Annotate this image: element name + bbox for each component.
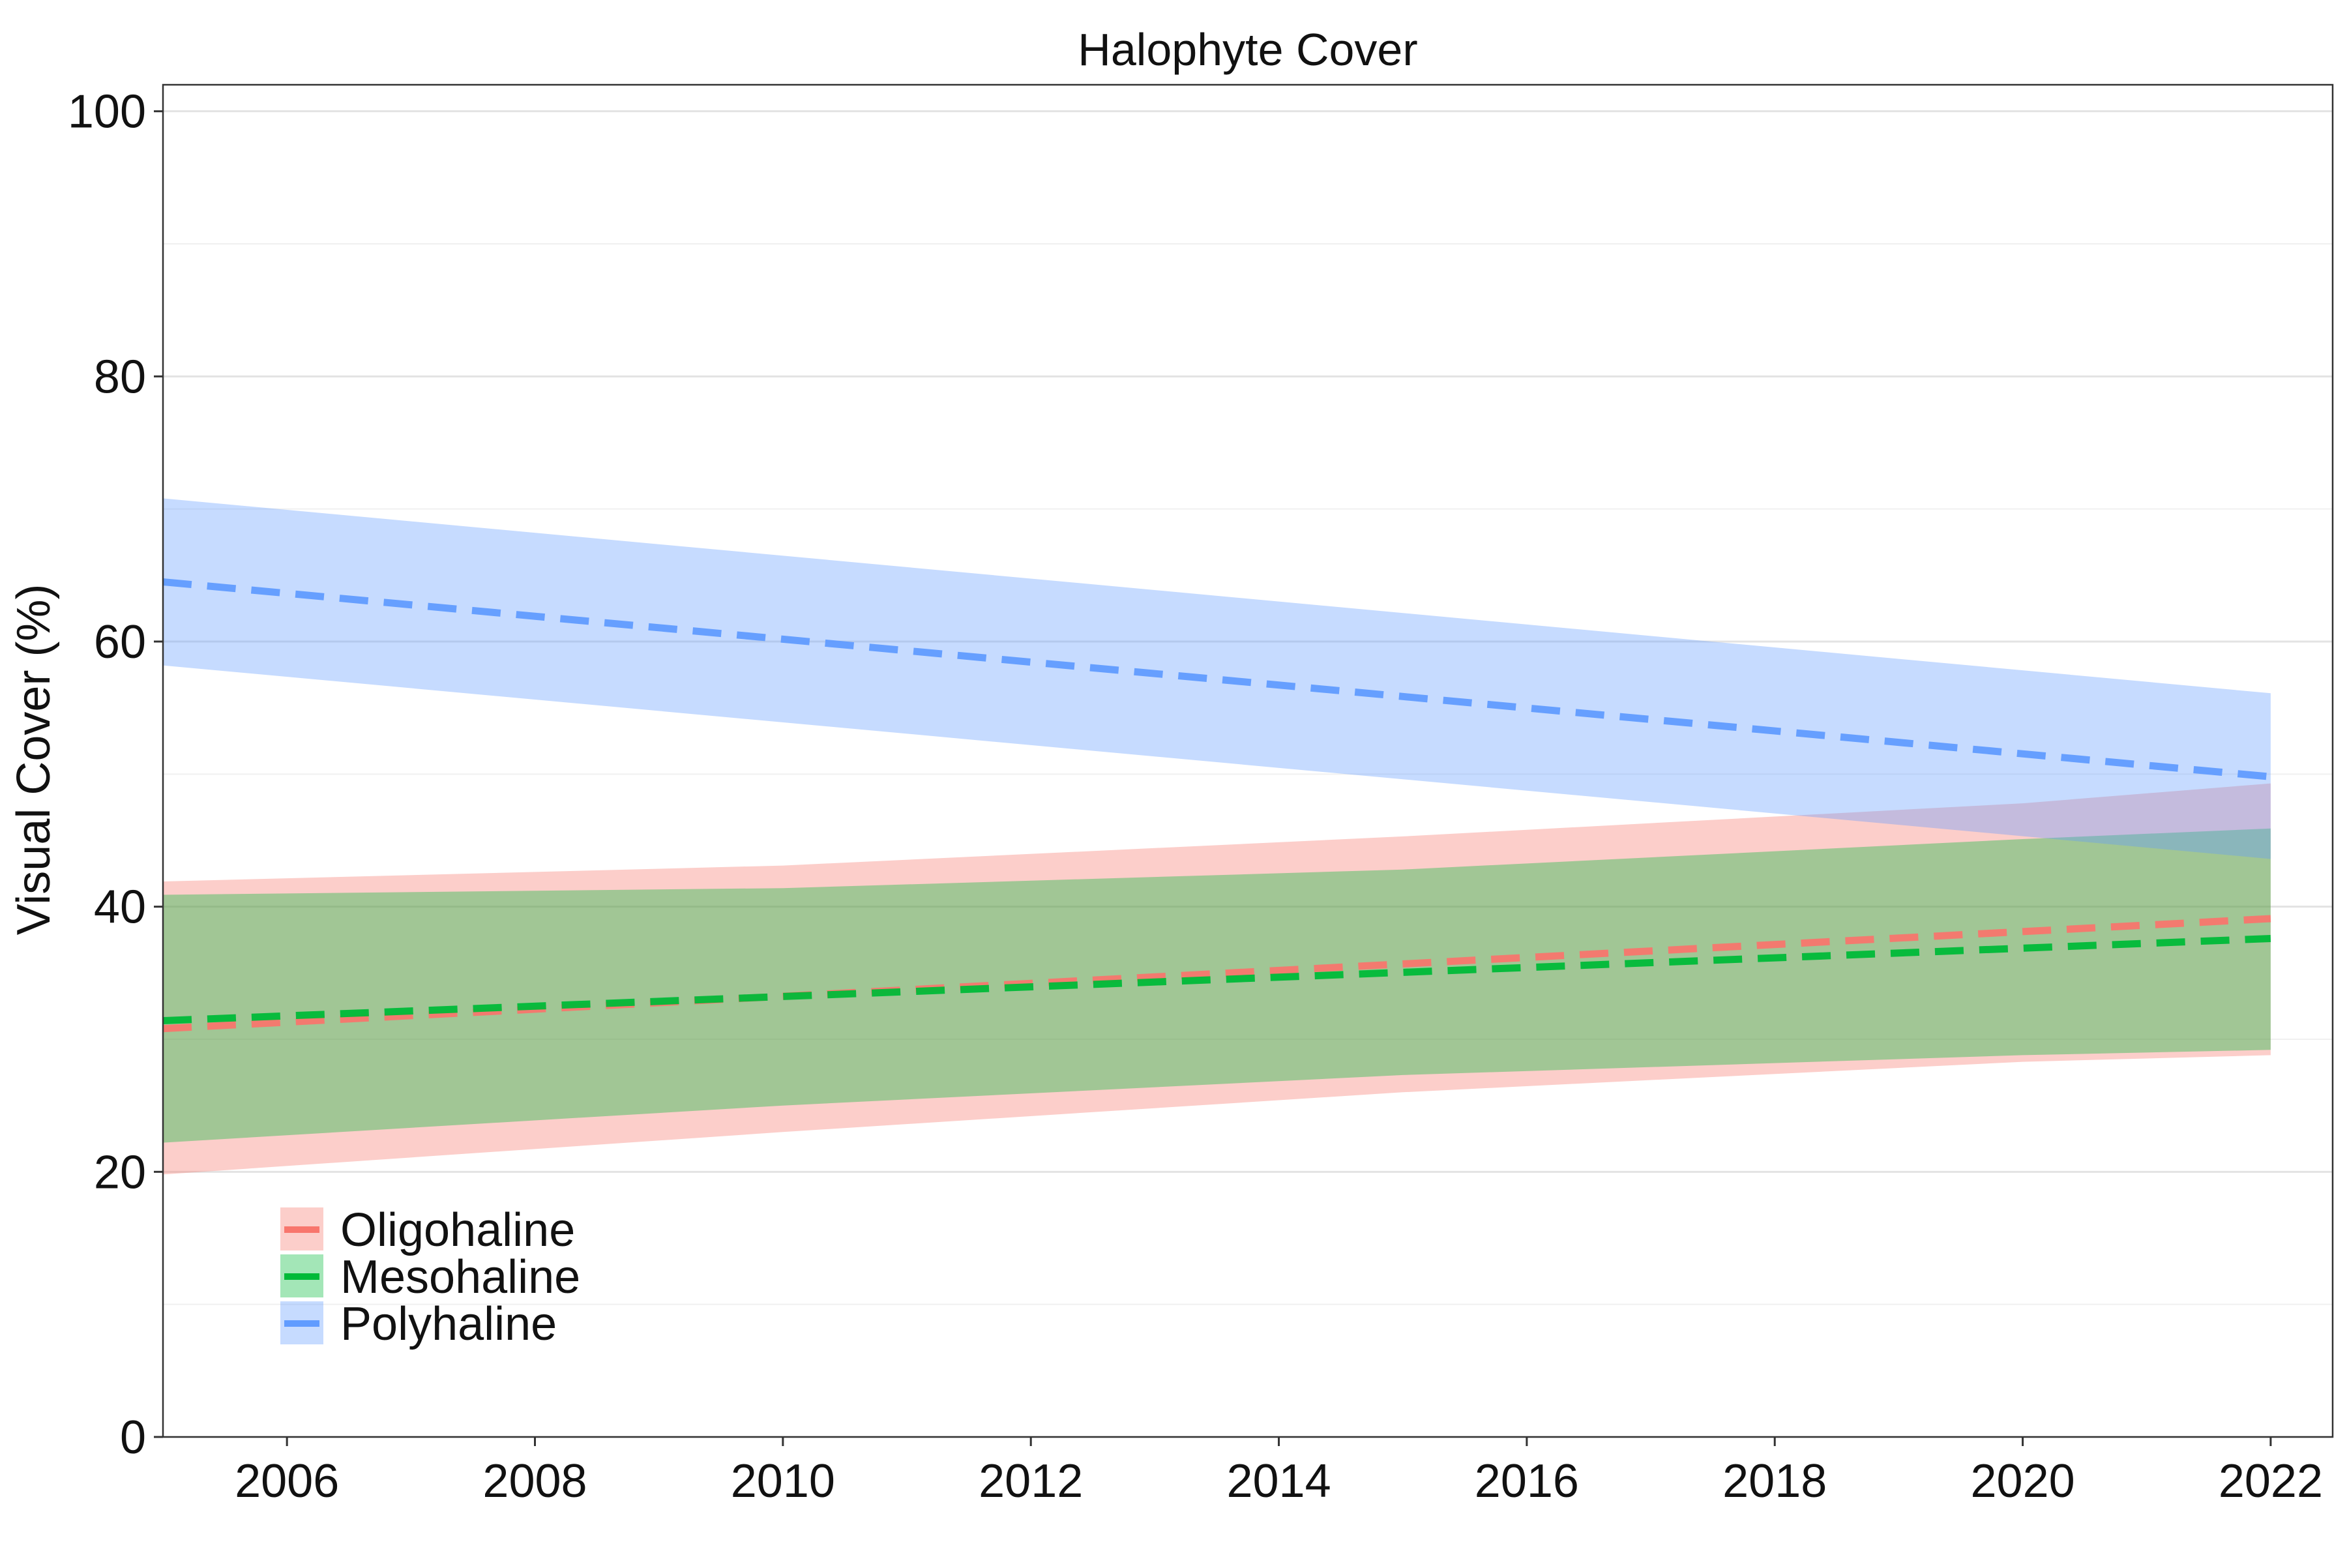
legend-label: Mesohaline [340, 1251, 580, 1303]
y-tick-label: 60 [94, 616, 146, 668]
grid-layer [163, 110, 2333, 1438]
x-tick-label: 2016 [1475, 1455, 1579, 1507]
x-tick-label: 2022 [2219, 1455, 2323, 1507]
legend-item-oligohaline: Oligohaline [280, 1204, 575, 1256]
legend-item-polyhaline: Polyhaline [280, 1298, 557, 1350]
x-tick-label: 2008 [482, 1455, 587, 1507]
x-tick-label: 2020 [1970, 1455, 2074, 1507]
plot-border [162, 83, 2334, 1438]
y-axis-title: Visual Cover (%) [8, 584, 60, 936]
ribbon-polyhaline [163, 498, 2271, 859]
y-tick-label: 80 [94, 351, 146, 403]
legend-label: Polyhaline [340, 1298, 557, 1350]
legend-label: Oligohaline [340, 1204, 575, 1256]
y-tick-label: 20 [94, 1146, 146, 1198]
legend-item-mesohaline: Mesohaline [280, 1251, 580, 1303]
y-tick-label: 100 [68, 86, 146, 138]
y-tick-label: 0 [120, 1412, 146, 1464]
x-tick-label: 2014 [1226, 1455, 1331, 1507]
x-tick-label: 2006 [235, 1455, 339, 1507]
ribbon-oligohaline [163, 783, 2271, 1175]
chart-title: Halophyte Cover [1078, 24, 1417, 75]
x-tick-label: 2012 [979, 1455, 1083, 1507]
axis-layer: 2006 2008 2010 2012 2014 2016 2018 2020 2022 0 20 4… [68, 86, 2323, 1507]
ribbon-mesohaline [163, 828, 2271, 1143]
x-tick-label: 2018 [1722, 1455, 1827, 1507]
x-tick-label: 2010 [731, 1455, 835, 1507]
y-tick-label: 40 [94, 881, 146, 934]
ribbon-layer [163, 498, 2271, 1175]
